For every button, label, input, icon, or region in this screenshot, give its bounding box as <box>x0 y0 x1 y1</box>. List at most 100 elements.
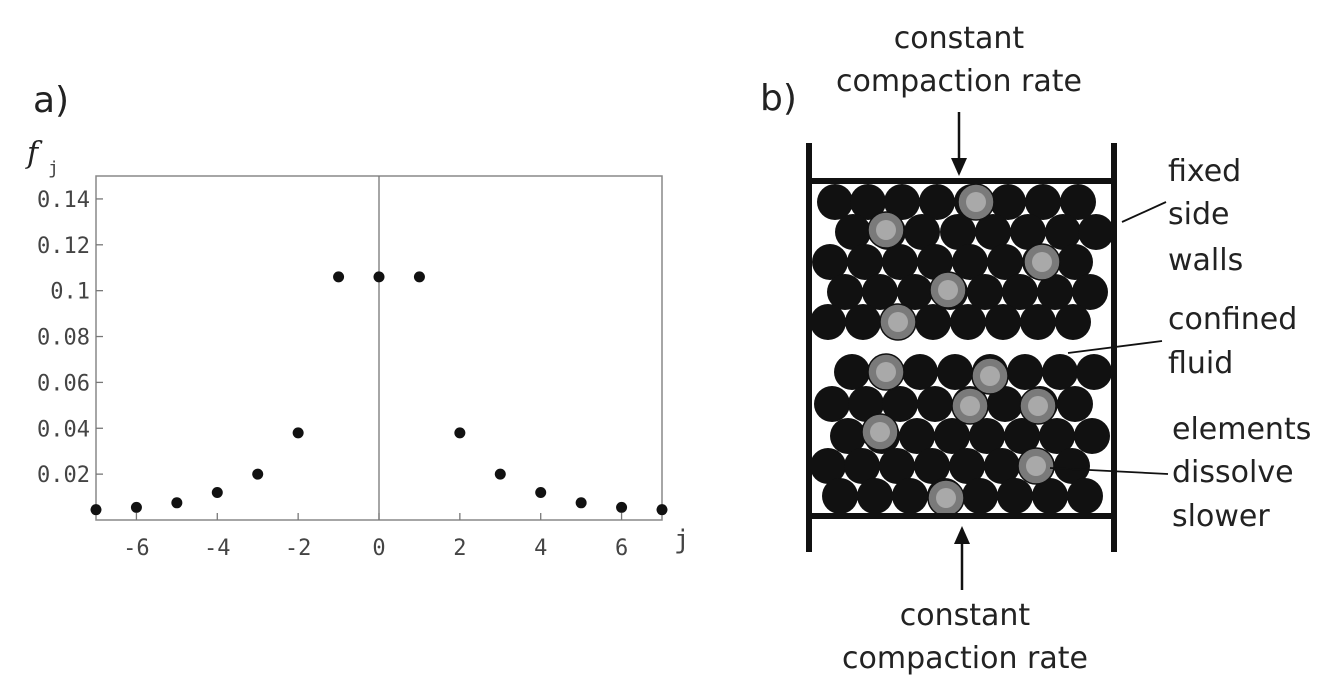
top-text-line1: constant <box>894 21 1025 56</box>
x-tick-label: 4 <box>534 536 547 561</box>
walls-label-line3: walls <box>1168 243 1243 278</box>
particle <box>1042 354 1078 390</box>
bottom-compaction-arrow <box>954 526 970 590</box>
particle <box>1076 354 1112 390</box>
particle <box>934 418 970 454</box>
particle <box>879 448 915 484</box>
slow-element-core <box>888 312 908 332</box>
x-tick-label: 2 <box>453 536 466 561</box>
slow-element-core <box>1028 396 1048 416</box>
y-tick-label: 0.12 <box>37 234 90 259</box>
bottom-text-line1: constant <box>900 598 1031 633</box>
slow-element-core <box>980 366 1000 386</box>
y-tick-label: 0.1 <box>50 280 90 305</box>
slow-element-core <box>1032 252 1052 272</box>
particle <box>1004 418 1040 454</box>
particle <box>1020 304 1056 340</box>
particle <box>884 184 920 220</box>
particle <box>812 244 848 280</box>
y-tick-label: 0.06 <box>37 371 90 396</box>
x-tick-label: -2 <box>285 536 312 561</box>
data-points <box>90 271 668 516</box>
elements-label-line3: slower <box>1172 499 1270 534</box>
particle <box>835 214 871 250</box>
particle <box>1074 418 1110 454</box>
x-axis-label: j <box>674 525 690 555</box>
particle <box>917 386 953 422</box>
particle <box>949 448 985 484</box>
data-point <box>171 497 183 509</box>
walls-label-line1: fixed <box>1168 154 1241 189</box>
particle <box>882 386 918 422</box>
slow-element-core <box>876 362 896 382</box>
data-point <box>535 486 547 498</box>
particle <box>847 244 883 280</box>
data-point <box>211 486 223 498</box>
particle <box>915 304 951 340</box>
data-point <box>373 271 385 283</box>
particle <box>997 478 1033 514</box>
y-axis-label-subscript: j <box>48 158 59 179</box>
particle <box>1057 386 1093 422</box>
data-point <box>413 271 425 283</box>
x-ticks: -6 -4 -2 0 2 4 6 <box>123 513 628 561</box>
particle <box>1039 418 1075 454</box>
particle <box>1025 184 1061 220</box>
y-tick-label: 0.04 <box>37 417 90 442</box>
x-tick-label: 0 <box>372 536 385 561</box>
particle <box>1002 274 1038 310</box>
data-point <box>656 504 668 516</box>
y-axis-label: f <box>25 136 43 171</box>
particle <box>987 386 1023 422</box>
y-tick-label: 0.02 <box>37 463 90 488</box>
elements-label-line2: dissolve <box>1172 455 1294 490</box>
particle <box>969 418 1005 454</box>
particle <box>975 214 1011 250</box>
slow-element-core <box>1026 456 1046 476</box>
top-text-line2: compaction rate <box>836 64 1082 99</box>
particle <box>830 418 866 454</box>
slow-element-core <box>876 220 896 240</box>
data-point <box>90 504 102 516</box>
particle <box>902 354 938 390</box>
slow-element-core <box>966 192 986 212</box>
container-walls <box>806 143 1117 552</box>
y-tick-label: 0.08 <box>37 326 90 351</box>
particle <box>848 386 884 422</box>
particle <box>937 354 973 390</box>
elements-leader <box>1049 467 1169 475</box>
particle <box>882 244 918 280</box>
particle <box>987 244 1023 280</box>
particle <box>1057 244 1093 280</box>
particle <box>850 184 886 220</box>
y-tick-label: 0.14 <box>37 188 90 213</box>
top-compaction-arrow <box>951 112 967 176</box>
data-point <box>130 501 142 513</box>
data-point <box>252 468 264 480</box>
walls-leader <box>1121 201 1167 223</box>
particle <box>919 184 955 220</box>
particle <box>1078 214 1114 250</box>
particle <box>822 478 858 514</box>
data-point <box>333 271 345 283</box>
data-point <box>454 427 466 439</box>
particle <box>844 448 880 484</box>
x-tick-label: -6 <box>123 536 150 561</box>
bottom-text-line2: compaction rate <box>842 641 1088 676</box>
panel-a-label: a) <box>33 80 69 121</box>
particle <box>810 304 846 340</box>
y-ticks: 0.02 0.04 0.06 0.08 0.1 0.12 0.14 <box>37 188 103 488</box>
particle <box>917 244 953 280</box>
particle <box>1032 478 1068 514</box>
slow-element-core <box>938 280 958 300</box>
elements-label-line1: elements <box>1172 412 1311 447</box>
particle <box>1054 448 1090 484</box>
particle <box>817 184 853 220</box>
data-point <box>575 497 587 509</box>
particle <box>899 418 935 454</box>
particle <box>967 274 1003 310</box>
particle <box>904 214 940 250</box>
particle <box>1037 274 1073 310</box>
particle <box>962 478 998 514</box>
particle <box>892 478 928 514</box>
